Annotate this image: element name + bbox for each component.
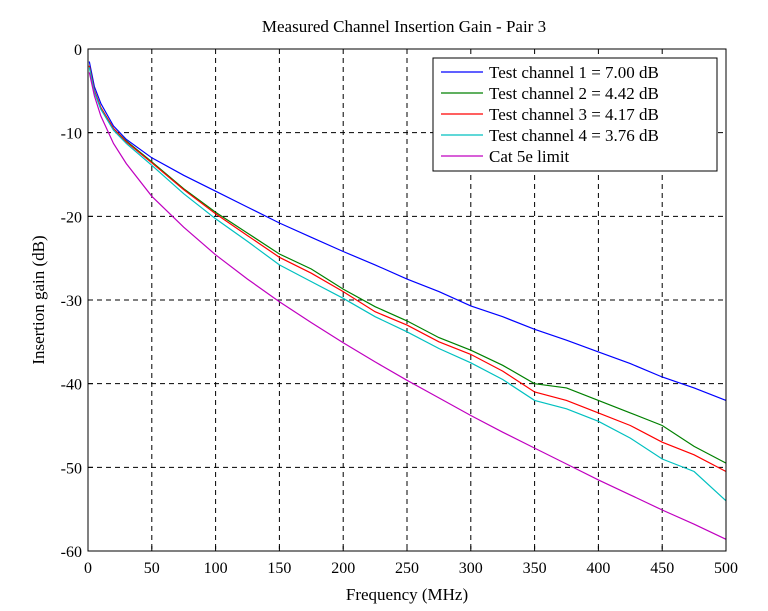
series-lines <box>88 61 727 540</box>
x-axis-label: Frequency (MHz) <box>346 585 468 604</box>
x-tick-label: 400 <box>586 560 610 577</box>
legend-label: Test channel 2 = 4.42 dB <box>489 84 659 103</box>
legend-label: Test channel 4 = 3.76 dB <box>489 126 659 145</box>
chart-title: Measured Channel Insertion Gain - Pair 3 <box>262 17 546 36</box>
legend: Test channel 1 = 7.00 dB Test channel 2 =… <box>432 57 718 172</box>
y-tick-label: -60 <box>61 544 82 561</box>
x-tick-label: 50 <box>144 560 160 577</box>
x-tick-label: 250 <box>395 560 419 577</box>
x-tick-label: 450 <box>650 560 674 577</box>
y-tick-label: -30 <box>61 293 82 310</box>
axis-ticks: 0 50 100 150 200 250 300 350 400 450 500 0 -10 -20 -30… <box>61 42 738 577</box>
series-line-3 <box>88 65 727 473</box>
legend-label: Test channel 1 = 7.00 dB <box>489 63 659 82</box>
legend-label: Test channel 3 = 4.17 dB <box>489 105 659 124</box>
series-line-5 <box>88 72 727 540</box>
y-tick-label: -20 <box>61 209 82 226</box>
x-tick-label: 350 <box>523 560 547 577</box>
y-tick-label: -40 <box>61 377 82 394</box>
legend-label: Cat 5e limit <box>489 147 570 166</box>
y-axis-label: Insertion gain (dB) <box>29 235 48 364</box>
x-tick-label: 200 <box>331 560 355 577</box>
series-line-4 <box>88 67 727 502</box>
x-tick-label: 0 <box>84 560 92 577</box>
y-tick-label: -10 <box>61 126 82 143</box>
y-tick-label: 0 <box>74 42 82 59</box>
x-tick-label: 100 <box>204 560 228 577</box>
y-tick-label: -50 <box>61 460 82 477</box>
x-tick-label: 300 <box>459 560 483 577</box>
series-line-1 <box>88 61 727 401</box>
x-tick-label: 150 <box>267 560 291 577</box>
x-tick-label: 500 <box>714 560 738 577</box>
